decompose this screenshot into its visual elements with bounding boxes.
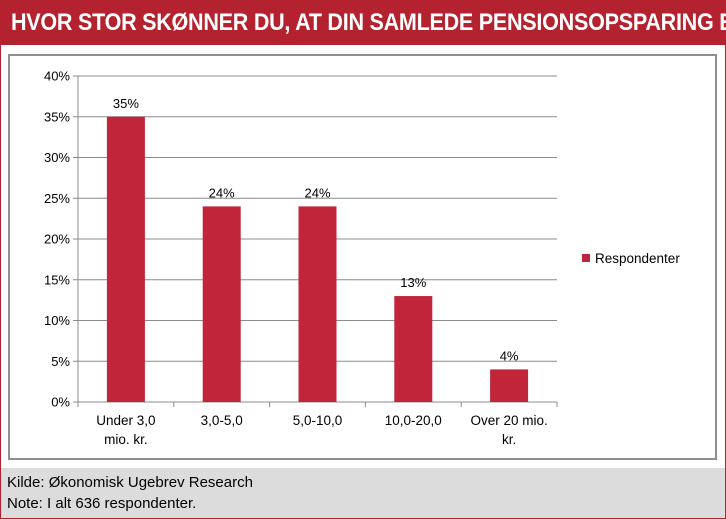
axes: 0% 5% 10% 15% 20% 25% 30% 35% 40% xyxy=(44,69,558,410)
bars xyxy=(106,116,529,402)
footer: Kilde: Økonomisk Ugebrev Research Note: … xyxy=(1,468,725,518)
y-tick-label: 10% xyxy=(44,313,70,328)
x-tick-label: 5,0-10,0 xyxy=(293,413,343,428)
labels: 35% Under 3,0 mio. kr. 24% 3,0-5,0 24% 5,0-10,… xyxy=(96,96,547,447)
legend-label: Respondenter xyxy=(595,251,680,266)
y-tick-label: 35% xyxy=(44,109,70,124)
chart-title: HVOR STOR SKØNNER DU, AT DIN SAMLEDE PEN… xyxy=(11,9,726,36)
bar xyxy=(298,206,337,402)
bar xyxy=(490,369,529,402)
legend: Respondenter xyxy=(582,251,680,266)
y-tick-label: 20% xyxy=(44,232,70,247)
data-label: 13% xyxy=(400,275,426,290)
x-tick-label: kr. xyxy=(502,432,516,447)
y-tick-label: 5% xyxy=(51,354,70,369)
data-label: 24% xyxy=(209,185,235,200)
source-text: Kilde: Økonomisk Ugebrev Research xyxy=(7,474,253,491)
y-tick-label: 0% xyxy=(51,395,70,410)
y-tick-label: 15% xyxy=(44,272,70,287)
data-label: 35% xyxy=(113,96,139,111)
data-label: 4% xyxy=(500,348,519,363)
bar-chart: 0% 5% 10% 15% 20% 25% 30% 35% 40% 35% Under 3,0 mi… xyxy=(44,69,680,448)
y-tick-label: 40% xyxy=(44,69,70,84)
y-tick-label: 25% xyxy=(44,191,70,206)
title-bar: HVOR STOR SKØNNER DU, AT DIN SAMLEDE PEN… xyxy=(1,1,726,45)
x-tick-label: 3,0-5,0 xyxy=(201,413,243,428)
legend-swatch xyxy=(582,254,590,262)
x-tick-label: mio. kr. xyxy=(104,432,148,447)
x-tick-label: 10,0-20,0 xyxy=(385,413,442,428)
bar xyxy=(106,116,145,402)
y-tick-label: 30% xyxy=(44,150,70,165)
data-label: 24% xyxy=(304,185,330,200)
note-text: Note: I alt 636 respondenter. xyxy=(7,495,197,512)
x-tick-label: Over 20 mio. xyxy=(470,413,547,428)
bar xyxy=(394,296,433,402)
bar xyxy=(202,206,241,402)
x-tick-label: Under 3,0 xyxy=(96,413,155,428)
chart-area: 0% 5% 10% 15% 20% 25% 30% 35% 40% 35% Under 3,0 mi… xyxy=(8,54,717,460)
